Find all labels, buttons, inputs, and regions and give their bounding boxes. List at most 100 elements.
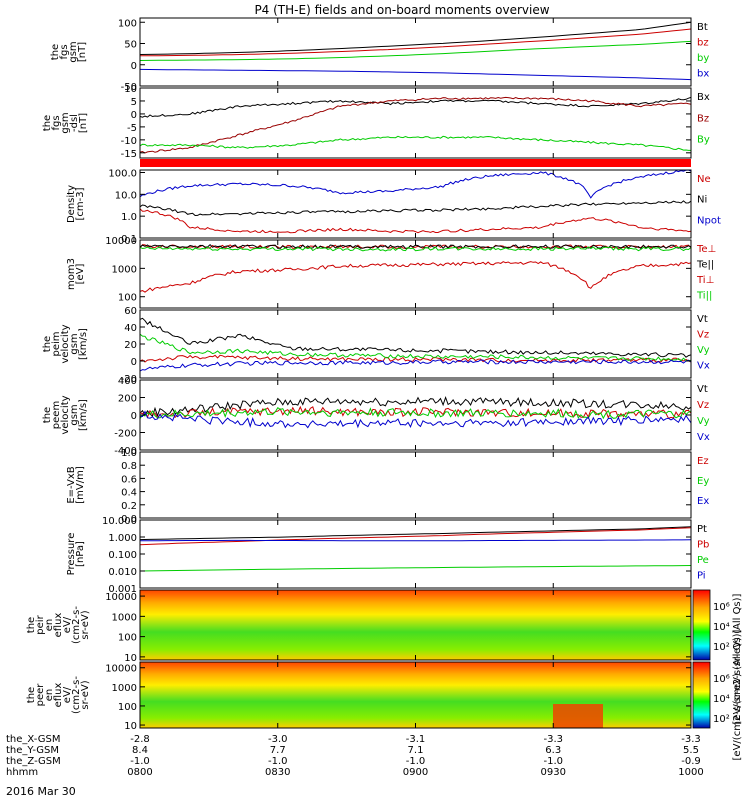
y-tick-label: 1000	[112, 264, 137, 275]
series-line	[139, 28, 692, 57]
chart-title: P4 (TH-E) fields and on-board moments ov…	[254, 3, 549, 17]
series-line	[139, 169, 692, 199]
ephemeris-value: 6.3	[545, 745, 561, 756]
panel-frame	[139, 17, 692, 87]
y-axis-label: fgs	[59, 44, 70, 59]
y-axis-label: E=-VxB	[66, 466, 77, 503]
legend-entry: Bt	[697, 22, 708, 33]
y-tick-label: 10	[124, 653, 137, 664]
y-tick-label: 0.010	[108, 567, 137, 578]
legend-entry: Bx	[697, 92, 710, 103]
colorbar: 10⁶ 10⁴ 10² [eV/(cm2-s-sr-eV) (All Qs)]	[692, 629, 743, 760]
ephemeris-label: the_Z-GSM	[6, 756, 61, 767]
panel-9: 10⁶ 10⁴ 10² [eV/(cm2-s-sr-eV) (All Qs)] 1000…	[26, 589, 743, 724]
y-tick-label: 1.0	[121, 448, 137, 459]
series-line	[139, 246, 692, 252]
y-tick-label: 10000	[105, 236, 137, 247]
ephemeris-value: 0800	[127, 767, 152, 778]
y-tick-label: -5	[127, 123, 137, 134]
y-tick-label: 0	[131, 411, 137, 422]
ephemeris-value: -1.0	[543, 756, 563, 767]
series-line	[139, 68, 692, 81]
panel-frame	[139, 87, 692, 159]
ephemeris-value: -1.0	[130, 756, 150, 767]
series-line	[139, 135, 691, 151]
ephemeris-value: -0.9	[681, 756, 701, 767]
y-axis-label: the	[26, 687, 37, 703]
y-axis-label: peem	[51, 401, 62, 429]
y-tick-label: 100	[118, 702, 137, 713]
y-axis-label: [cm-3]	[75, 187, 86, 220]
y-tick-label: 10000	[105, 592, 137, 603]
y-tick-label: 0	[131, 61, 137, 72]
y-axis-label: sr-eV)	[80, 610, 91, 639]
series-line	[139, 200, 692, 217]
y-axis-label: peir	[35, 614, 46, 634]
y-axis-label: gsm	[69, 404, 80, 425]
series-line	[139, 40, 692, 61]
series-line	[139, 208, 692, 234]
y-axis-label: peim	[51, 331, 62, 356]
ephemeris-value: 1000	[678, 767, 703, 778]
y-axis-label: [nT]	[78, 113, 89, 133]
ephemeris-value: -2.8	[130, 734, 150, 745]
ephemeris-label: the_Y-GSM	[6, 745, 59, 756]
legend-entry: By	[697, 135, 710, 146]
legend-entry: bx	[697, 69, 709, 80]
y-tick-label: 20	[124, 340, 137, 351]
series-line	[139, 565, 692, 572]
colorbar-scale	[692, 589, 711, 661]
y-tick-label: -200	[114, 429, 137, 440]
y-axis-label: peer	[35, 683, 46, 707]
y-axis-label: gsm	[60, 112, 71, 133]
series-line	[139, 395, 692, 418]
ephemeris-value: 5.5	[683, 745, 699, 756]
panel-6: Vt Vz Vy Vx 400 200 0 -200 -400 thepeemvelocitygs…	[42, 376, 710, 457]
y-tick-label: 100	[118, 633, 137, 644]
ephemeris-value: -3.3	[681, 734, 701, 745]
y-axis-label: the	[26, 617, 37, 633]
legend-entry: bz	[697, 38, 709, 49]
y-tick-label: 0.4	[121, 488, 137, 499]
y-tick-label: 10	[124, 84, 137, 95]
y-tick-label: 100	[118, 18, 137, 29]
y-tick-label: 0	[131, 357, 137, 368]
y-tick-label: -20	[121, 374, 137, 385]
y-tick-label: 10.000	[102, 516, 137, 527]
spectrogram-hotspot	[553, 704, 603, 728]
y-axis-label: velocity	[60, 395, 71, 434]
series-line	[139, 21, 692, 55]
series-line	[139, 406, 692, 420]
ephemeris-value: 8.4	[132, 745, 148, 756]
y-tick-label: -15	[121, 149, 137, 160]
legend-entry: Ti⊥	[696, 275, 714, 286]
y-axis-label: the	[50, 44, 61, 60]
panel-3: Ne Ni Npot 100.0 10.0 1.0 0.1 Density[cm-3]	[66, 168, 721, 245]
panel-frame	[139, 169, 692, 239]
spectrogram	[140, 590, 691, 660]
legend-entry: Ez	[697, 456, 709, 467]
panel-frame	[139, 451, 692, 519]
series-line	[139, 317, 692, 358]
y-axis-label: mom3	[66, 258, 77, 290]
legend-entry: Vz	[697, 400, 709, 411]
y-axis-label: the	[42, 407, 53, 423]
y-tick-label: 1000	[112, 683, 137, 694]
legend-entry: Vz	[697, 330, 709, 341]
legend-entry: Te||	[696, 260, 714, 271]
series-line	[139, 333, 692, 362]
ephemeris-value: 0900	[403, 767, 428, 778]
series-line	[139, 96, 692, 118]
y-tick-label: 1.000	[108, 533, 137, 544]
y-tick-label: 0.8	[121, 461, 137, 472]
y-axis-label: gsm	[68, 41, 79, 62]
y-tick-label: 400	[118, 376, 137, 387]
panel-10: 10⁶ 10⁴ 10² [eV/(cm2-s-sr-eV) (All Qs)] 1000…	[26, 629, 743, 760]
legend-entry: Ex	[697, 496, 709, 507]
colorbar: 10⁶ 10⁴ 10² [eV/(cm2-s-sr-eV) (All Qs)]	[692, 589, 743, 724]
y-tick-label: -400	[114, 446, 137, 457]
colorbar-label: [eV/(cm2-s-sr-eV) (All Qs)]	[732, 629, 743, 760]
y-tick-label: 0.2	[121, 501, 137, 512]
y-axis-label: the	[42, 115, 53, 131]
y-tick-label: 10000	[105, 664, 137, 675]
